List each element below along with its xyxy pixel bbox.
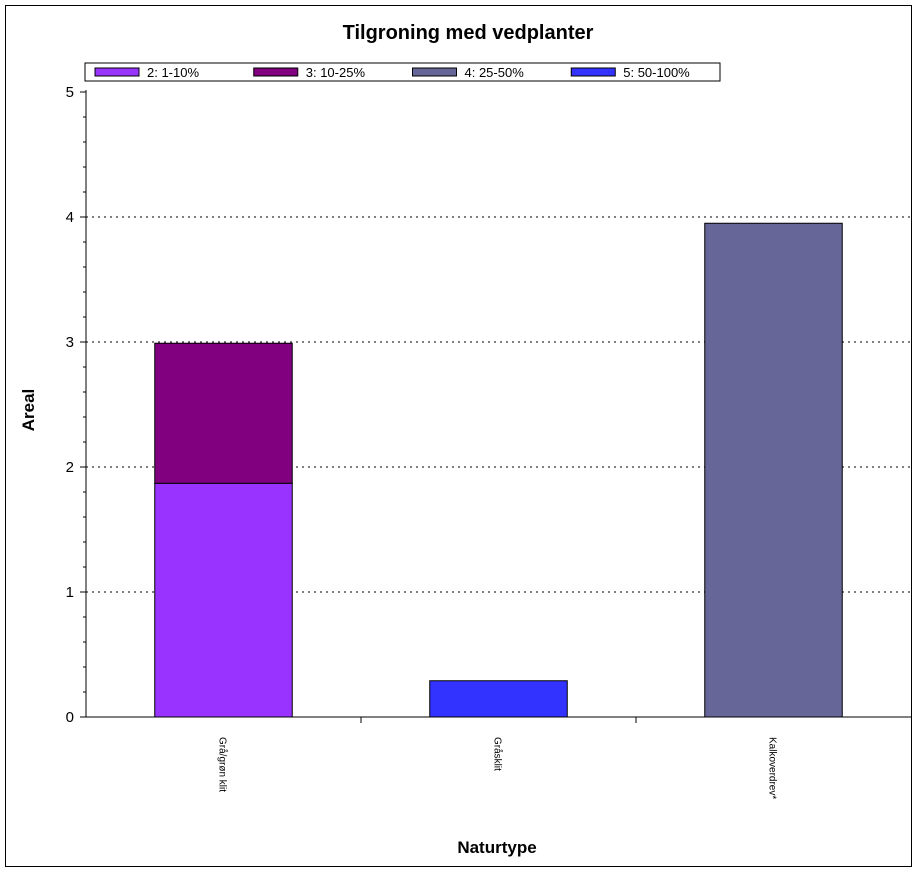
chart-frame: Tilgroning med vedplanter 2: 1-10% 3: 10-…	[5, 5, 912, 867]
legend-label: 4: 25-50%	[465, 65, 525, 80]
legend-swatch	[94, 67, 140, 77]
y-tick-label: 2	[66, 459, 74, 476]
legend-box	[84, 62, 721, 82]
y-tick-label: 3	[66, 334, 74, 351]
legend-swatch	[570, 67, 616, 77]
legend-label: 5: 50-100%	[623, 65, 690, 80]
x-tick-label: Gråsklit	[492, 737, 504, 771]
bars	[154, 222, 843, 718]
y-axis-label: Areal	[19, 389, 38, 432]
y-tick-label: 1	[66, 584, 74, 601]
legend-swatch	[412, 67, 457, 77]
bar-segment	[154, 342, 293, 484]
legend-label: 3: 10-25%	[306, 65, 366, 80]
axes: 0 1 2 3 4 5 Grå/grøn klit Gråsklit Kalkoverdrev*	[66, 84, 911, 799]
chart-title: Tilgroning med vedplanter	[343, 22, 594, 44]
legend-label: 2: 1-10%	[147, 65, 199, 80]
x-axis-label: Naturtype	[457, 838, 536, 857]
y-tick-label: 5	[66, 84, 74, 101]
y-tick-label: 0	[66, 709, 74, 726]
chart-svg: Tilgroning med vedplanter 2: 1-10% 3: 10-…	[19, 22, 911, 857]
bar-segment	[154, 482, 293, 718]
x-tick-label: Kalkoverdrev*	[767, 737, 778, 799]
bar-segment	[704, 222, 843, 718]
x-tick-label: Grå/grøn klit	[217, 737, 229, 792]
legend-swatch	[253, 67, 299, 77]
y-tick-label: 4	[66, 209, 74, 226]
legend: 2: 1-10% 3: 10-25% 4: 25-50% 5: 50-100%	[84, 62, 721, 82]
bar-segment	[429, 680, 568, 718]
